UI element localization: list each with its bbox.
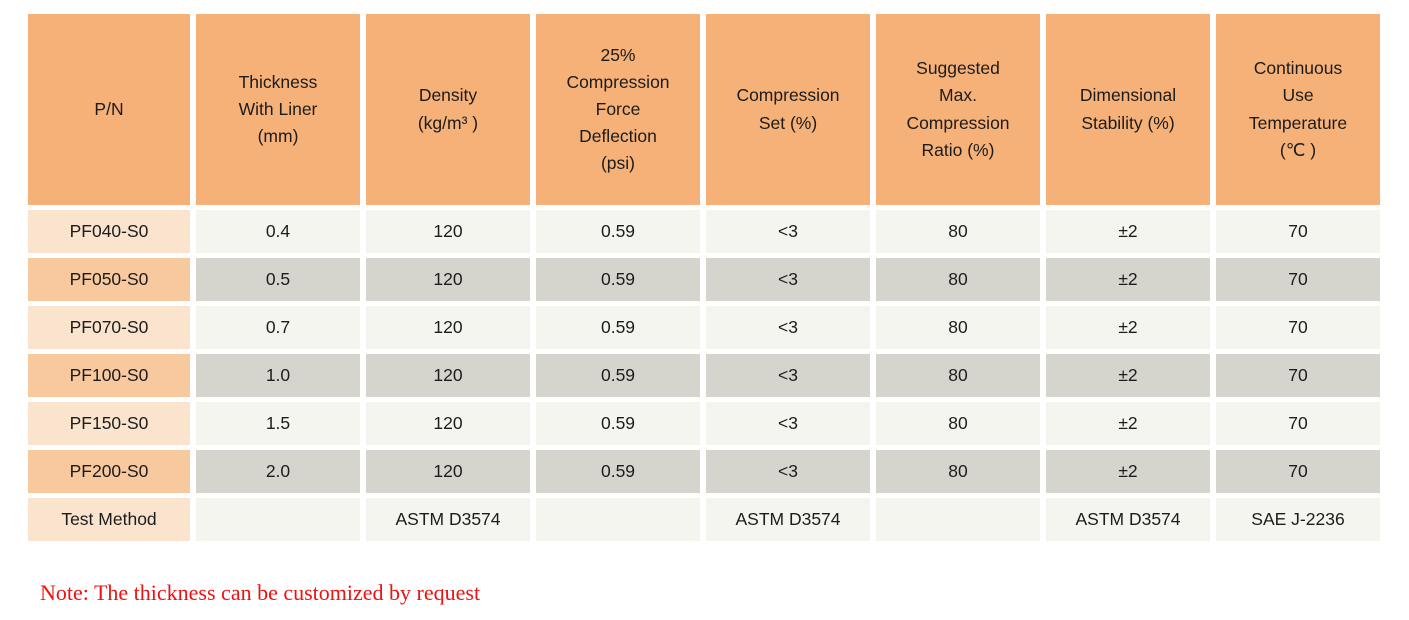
table-cell: 80 [876,258,1040,301]
table-cell: ASTM D3574 [366,498,530,541]
table-cell: <3 [706,306,870,349]
table-cell: SAE J-2236 [1216,498,1380,541]
table-cell: <3 [706,210,870,253]
table-cell [196,498,360,541]
table-cell: <3 [706,258,870,301]
table-cell [876,498,1040,541]
table-cell: 0.59 [536,306,700,349]
table-cell: 0.59 [536,402,700,445]
table-cell: 120 [366,258,530,301]
row-label: PF070-S0 [28,306,190,349]
table-cell: 70 [1216,210,1380,253]
table-cell: 120 [366,450,530,493]
table-cell: 80 [876,306,1040,349]
column-header-compression-set: Compression Set (%) [706,14,870,205]
table-cell: 70 [1216,354,1380,397]
row-label: PF200-S0 [28,450,190,493]
table-cell: 2.0 [196,450,360,493]
table-cell: 120 [366,402,530,445]
table-cell: 1.5 [196,402,360,445]
column-header-density: Density (kg/m³ ) [366,14,530,205]
table-cell: 0.4 [196,210,360,253]
table-cell: 0.7 [196,306,360,349]
table-cell: 70 [1216,450,1380,493]
table-cell: 0.59 [536,450,700,493]
table-cell: ASTM D3574 [706,498,870,541]
table-cell: ±2 [1046,354,1210,397]
table-cell: 70 [1216,258,1380,301]
table-cell: 0.59 [536,258,700,301]
table-cell: 0.59 [536,210,700,253]
table-cell: <3 [706,450,870,493]
note-text: Note: The thickness can be customized by… [40,580,481,605]
column-header-thickness-with-liner: Thickness With Liner (mm) [196,14,360,205]
column-header-dimensional-stability: Dimensional Stability (%) [1046,14,1210,205]
spec-table: P/N Thickness With Liner (mm) Density (k… [28,14,1380,541]
table-cell: ±2 [1046,210,1210,253]
table-cell: ±2 [1046,402,1210,445]
row-label: PF040-S0 [28,210,190,253]
column-header-continuous-use-temperature: Continuous Use Temperature (℃ ) [1216,14,1380,205]
table-cell: 1.0 [196,354,360,397]
table-cell: 70 [1216,402,1380,445]
table-cell: 120 [366,354,530,397]
table-cell: 80 [876,450,1040,493]
column-header-compression-force-deflection: 25% Compression Force Deflection (psi) [536,14,700,205]
table-cell: 0.59 [536,354,700,397]
table-cell: 80 [876,210,1040,253]
table-cell: 70 [1216,306,1380,349]
row-label: PF100-S0 [28,354,190,397]
table-cell: <3 [706,402,870,445]
column-header-max-compression-ratio: Suggested Max. Compression Ratio (%) [876,14,1040,205]
row-label: PF150-S0 [28,402,190,445]
table-cell: 0.5 [196,258,360,301]
table-cell: 120 [366,306,530,349]
table-cell: ±2 [1046,258,1210,301]
table-cell: 80 [876,354,1040,397]
table-cell: 80 [876,402,1040,445]
table-cell [536,498,700,541]
column-header-pn: P/N [28,14,190,205]
row-label: Test Method [28,498,190,541]
table-cell: ±2 [1046,450,1210,493]
table-cell: ASTM D3574 [1046,498,1210,541]
row-label: PF050-S0 [28,258,190,301]
table-cell: 120 [366,210,530,253]
table-cell: <3 [706,354,870,397]
table-cell: ±2 [1046,306,1210,349]
